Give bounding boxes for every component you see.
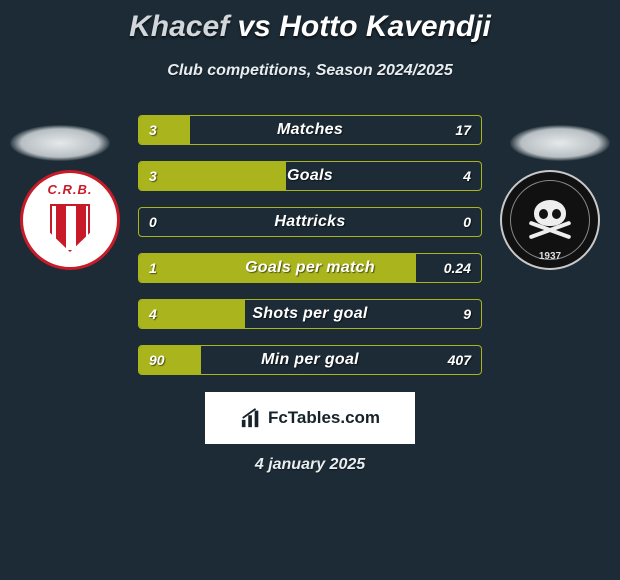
player-left-name: Khacef (129, 10, 229, 43)
footer-date: 4 january 2025 (0, 456, 620, 474)
spotlight-right (510, 125, 610, 161)
club-crest-left: C.R.B. (20, 170, 120, 270)
vs-text: vs (238, 10, 271, 43)
spotlight-left (10, 125, 110, 161)
fctables-icon (240, 407, 262, 429)
subtitle: Club competitions, Season 2024/2025 (0, 62, 620, 80)
page-title: Khacef vs Hotto Kavendji (0, 0, 620, 44)
stat-label: Min per goal (139, 346, 481, 374)
player-right-name: Hotto Kavendji (279, 10, 491, 43)
stat-label: Goals per match (139, 254, 481, 282)
stat-label: Matches (139, 116, 481, 144)
stat-row: 90407Min per goal (138, 345, 482, 375)
footer-attribution: FcTables.com (205, 392, 415, 444)
stat-row: 00Hattricks (138, 207, 482, 237)
footer-site: FcTables.com (268, 408, 380, 428)
club-right-year: 1937 (500, 251, 600, 262)
stat-row: 10.24Goals per match (138, 253, 482, 283)
stat-row: 34Goals (138, 161, 482, 191)
stat-row: 49Shots per goal (138, 299, 482, 329)
stat-label: Goals (139, 162, 481, 190)
stat-label: Hattricks (139, 208, 481, 236)
club-left-abbr: C.R.B. (20, 182, 120, 197)
comparison-bars: 317Matches 34Goals 00Hattricks 10.24Goals p… (138, 115, 482, 391)
stat-label: Shots per goal (139, 300, 481, 328)
club-crest-right: 1937 (500, 170, 600, 270)
stat-row: 317Matches (138, 115, 482, 145)
